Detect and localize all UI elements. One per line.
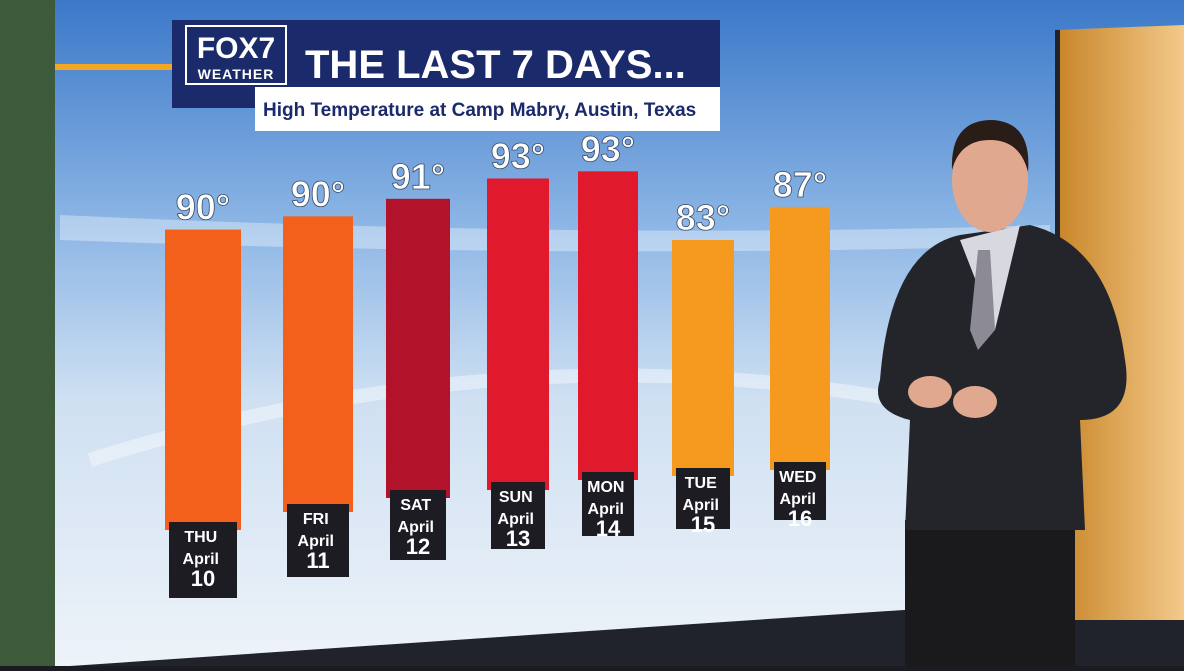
- value-label: 83°: [676, 197, 730, 238]
- date-label: SUN April 13: [498, 489, 539, 551]
- date-label: WED April 16: [779, 469, 821, 531]
- value-label: 91°: [391, 156, 445, 197]
- date-label: SAT April 12: [398, 497, 439, 559]
- date-label: THU April 10: [183, 529, 224, 591]
- value-label: 93°: [581, 128, 635, 169]
- date-box: [582, 472, 634, 536]
- logo-name: FOX7: [197, 32, 275, 65]
- presenter: [878, 120, 1127, 666]
- value-label: 90°: [291, 173, 345, 214]
- presenter-hair: [951, 120, 1029, 172]
- date-box: [287, 504, 349, 577]
- date-label: FRI April 11: [298, 511, 339, 573]
- presenter-head: [952, 128, 1028, 232]
- bar: [386, 198, 450, 498]
- value-label: 93°: [491, 135, 545, 176]
- value-label: 87°: [773, 164, 827, 205]
- bar: [165, 229, 241, 531]
- date-box: [676, 468, 730, 529]
- bar: [283, 216, 353, 512]
- date-label: TUE April 15: [683, 475, 724, 537]
- date-box: [774, 462, 826, 520]
- bar: [487, 178, 549, 490]
- accent-line: [55, 64, 255, 70]
- presenter-hand: [953, 386, 997, 418]
- bar: [578, 171, 638, 480]
- chart-subtitle: High Temperature at Camp Mabry, Austin, …: [263, 100, 696, 121]
- map-edge: [0, 0, 60, 666]
- logo-box: [185, 25, 287, 85]
- chart-title: THE LAST 7 DAYS...: [305, 43, 686, 87]
- presenter-tie: [970, 250, 995, 350]
- presenter-legs: [905, 520, 1075, 666]
- bars: 90° THU April 10 90° FRI April 11 91° SAT Apr…: [165, 128, 830, 598]
- subtitle-box: [255, 87, 720, 131]
- presenter-body: [878, 225, 1127, 530]
- date-box: [169, 522, 237, 598]
- bar: [770, 206, 830, 470]
- date-label: MON April 14: [587, 479, 629, 541]
- date-box: [491, 482, 545, 549]
- logo-tag: WEATHER: [198, 66, 275, 82]
- date-box: [390, 490, 446, 560]
- value-label: 90°: [176, 187, 230, 228]
- presenter-hand: [908, 376, 952, 408]
- bar: [672, 240, 734, 476]
